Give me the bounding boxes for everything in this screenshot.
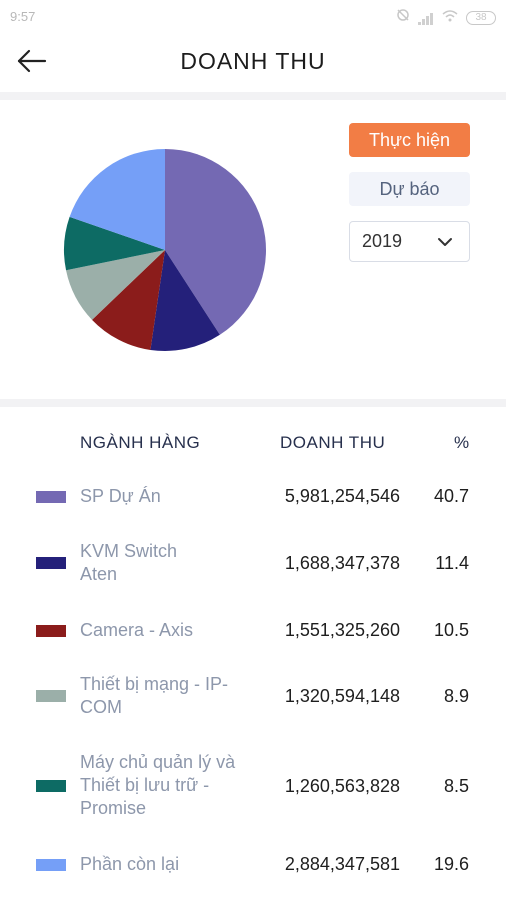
legend-swatch: [36, 780, 66, 792]
column-header-revenue: DOANH THU: [280, 433, 386, 452]
status-icons: 38: [396, 8, 496, 27]
revenue-value: 5,981,254,546: [284, 486, 400, 506]
category-name: KVM Switch Aten: [80, 541, 178, 584]
column-header-category: NGÀNH HÀNG: [80, 433, 201, 452]
status-time: 9:57: [10, 9, 36, 24]
battery-icon: 38: [466, 10, 496, 25]
revenue-value: 1,320,594,148: [284, 686, 400, 706]
column-header-percent: %: [454, 433, 470, 452]
percent-value: 40.7: [433, 486, 469, 506]
revenue-pie-chart: [55, 140, 275, 360]
revenue-value: 1,688,347,378: [284, 553, 400, 573]
category-name: SP Dự Án: [80, 486, 161, 506]
actual-toggle-button[interactable]: Thực hiện: [349, 123, 470, 157]
pie-slice-4: [66, 250, 165, 320]
alarm-icon: [396, 8, 410, 27]
forecast-toggle-button[interactable]: Dự báo: [349, 172, 470, 206]
legend-swatch: [36, 859, 66, 871]
category-name: Camera - Axis: [80, 620, 194, 640]
pie-slice-3: [92, 250, 165, 350]
pie-svg: [63, 149, 267, 352]
percent-value: 8.5: [443, 776, 469, 796]
year-dropdown[interactable]: 2019: [349, 221, 470, 262]
category-name: Thiết bị mạng - IP-COM: [80, 674, 229, 717]
pie-slice-2: [150, 250, 220, 352]
legend-swatch: [36, 625, 66, 637]
pie-slice-5: [63, 216, 165, 271]
category-name: Phần còn lại: [80, 854, 180, 874]
percent-value: 8.9: [443, 686, 469, 706]
percent-value: 11.4: [435, 553, 469, 573]
page-title: DOANH THU: [180, 48, 326, 74]
revenue-value: 1,260,563,828: [284, 776, 400, 796]
legend-swatch: [36, 690, 66, 702]
revenue-value: 2,884,347,581: [284, 854, 400, 874]
wifi-icon: [442, 9, 458, 27]
app-header: DOANH THU: [0, 30, 506, 92]
category-name: Máy chủ quản lý và Thiết bị lưu trữ - Pr…: [80, 752, 236, 818]
revenue-value: 1,551,325,260: [284, 620, 400, 640]
legend-swatch: [36, 557, 66, 569]
section-divider: [0, 399, 506, 407]
percent-value: 10.5: [433, 620, 469, 640]
signal-icon: [418, 12, 434, 25]
header-divider: [0, 92, 506, 100]
pie-slice-6: [69, 149, 165, 250]
pie-slice-1: [165, 149, 267, 335]
back-arrow-icon[interactable]: [14, 44, 50, 78]
year-value: 2019: [362, 231, 403, 251]
percent-value: 19.6: [433, 854, 469, 874]
status-bar: 9:57 38: [0, 0, 506, 30]
legend-swatch: [36, 491, 66, 503]
chevron-down-icon: [437, 235, 453, 247]
